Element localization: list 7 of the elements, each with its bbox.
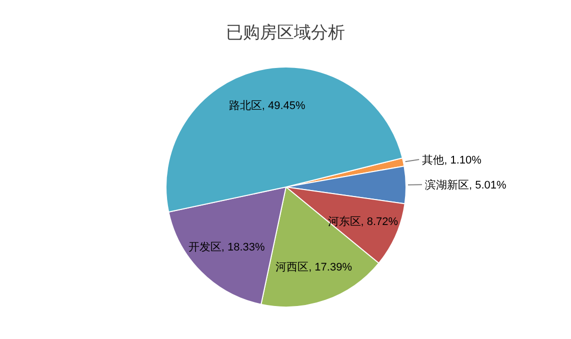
slice-label: 滨湖新区, 5.01%: [424, 178, 506, 192]
slice-label: 开发区, 18.33%: [188, 241, 266, 254]
slice-label: 路北区, 49.45%: [228, 99, 306, 112]
chart-title: 已购房区域分析: [226, 23, 345, 42]
slice-label: 河西区, 17.39%: [276, 261, 352, 274]
slice-label: 河东区, 8.72%: [328, 214, 398, 228]
slice-label: 其他, 1.10%: [422, 154, 482, 167]
